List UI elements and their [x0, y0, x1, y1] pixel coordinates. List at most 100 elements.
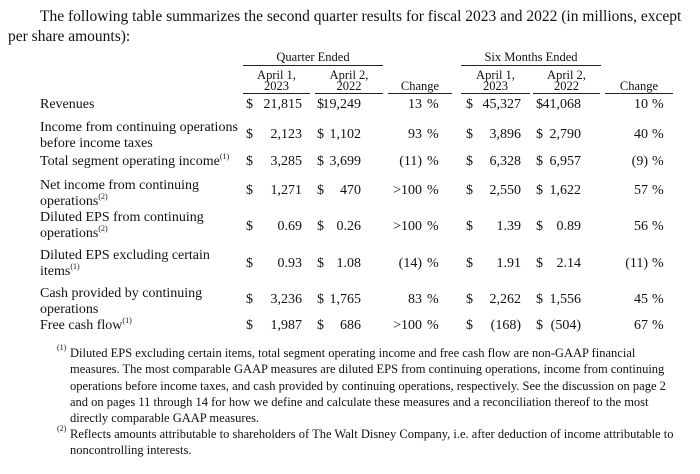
- quarter-2023-value: 1,987: [270, 318, 303, 333]
- currency-symbol: $: [246, 256, 253, 271]
- header-s-change: Change: [619, 79, 659, 93]
- currency-symbol: $: [246, 97, 253, 112]
- percent-sign: %: [427, 127, 439, 142]
- currency-symbol: $: [246, 318, 253, 333]
- row-label: Diluted EPS excluding certain items(1): [40, 248, 210, 279]
- row-label: Net income from continuing operations(2): [40, 178, 200, 209]
- quarter-2023-value: 3,236: [270, 292, 303, 307]
- quarter-2022-value: 3,699: [329, 154, 362, 169]
- currency-symbol: $: [317, 183, 324, 198]
- percent-sign: %: [427, 154, 439, 169]
- currency-symbol: $: [466, 318, 473, 333]
- percent-sign: %: [427, 183, 439, 198]
- six-months-change-value: 10: [634, 97, 648, 112]
- quarter-2022-value: 1,102: [329, 127, 362, 142]
- footnote-1: Diluted EPS excluding certain items, tot…: [70, 346, 666, 426]
- quarter-change-value: >100: [393, 183, 422, 198]
- currency-symbol: $: [466, 183, 473, 198]
- six-months-change-value: (11): [625, 256, 648, 271]
- currency-symbol: $: [317, 127, 324, 142]
- six-months-change-value: 57: [634, 183, 648, 198]
- six-months-2022-value: 0.89: [556, 219, 582, 234]
- quarter-change-value: 83: [408, 292, 422, 307]
- footnote-2: Reflects amounts attributable to shareho…: [70, 427, 674, 458]
- percent-sign: %: [652, 183, 664, 198]
- currency-symbol: $: [317, 154, 324, 169]
- quarter-2023-value: 3,285: [270, 154, 303, 169]
- six-months-change-value: 40: [634, 127, 648, 142]
- currency-symbol: $: [536, 97, 543, 112]
- column-rule: [315, 93, 383, 94]
- column-rule: [605, 93, 673, 94]
- currency-symbol: $: [536, 154, 543, 169]
- currency-symbol: $: [536, 318, 543, 333]
- six-months-2023-value: 3,896: [489, 127, 522, 142]
- currency-symbol: $: [246, 292, 253, 307]
- quarter-2022-value: 470: [340, 183, 361, 198]
- six-months-change-value: (9): [631, 154, 648, 169]
- six-months-2023-value: 45,327: [482, 97, 522, 112]
- percent-sign: %: [652, 97, 664, 112]
- header-s-2022: April 2, 2022: [547, 68, 586, 93]
- row-label: Income from continuing operations before …: [40, 120, 238, 151]
- quarter-change-value: (11): [399, 154, 422, 169]
- header-s-2023: April 1, 2023: [476, 68, 515, 93]
- currency-symbol: $: [466, 256, 473, 271]
- currency-symbol: $: [246, 183, 253, 198]
- six-months-change-value: 56: [634, 219, 648, 234]
- currency-symbol: $: [246, 219, 253, 234]
- percent-sign: %: [427, 97, 439, 112]
- currency-symbol: $: [466, 127, 473, 142]
- quarter-2023-value: 1,271: [270, 183, 303, 198]
- six-months-2023-value: 1.39: [496, 219, 522, 234]
- currency-symbol: $: [317, 292, 324, 307]
- column-rule: [388, 93, 452, 94]
- percent-sign: %: [427, 318, 439, 333]
- footnote-2-mark: (2): [57, 424, 67, 433]
- quarter-change-value: >100: [393, 219, 422, 234]
- column-rule: [243, 93, 310, 94]
- row-label: Diluted EPS from continuing operations(2): [40, 210, 204, 241]
- quarter-2022-value: 19,249: [322, 97, 362, 112]
- percent-sign: %: [427, 292, 439, 307]
- currency-symbol: $: [317, 97, 324, 112]
- header-q-change: Change: [400, 79, 440, 93]
- six-months-2022-value: 1,556: [549, 292, 582, 307]
- header-six-months-ended: Six Months Ended: [484, 50, 578, 64]
- currency-symbol: $: [246, 127, 253, 142]
- six-months-change-value: 45: [634, 292, 648, 307]
- currency-symbol: $: [536, 127, 543, 142]
- quarter-change-value: >100: [393, 318, 422, 333]
- quarter-2023-value: 21,815: [263, 97, 303, 112]
- quarter-change-value: 93: [408, 127, 422, 142]
- header-quarter-ended: Quarter Ended: [276, 50, 350, 64]
- row-label: Total segment operating income(1): [40, 152, 230, 170]
- currency-symbol: $: [466, 97, 473, 112]
- percent-sign: %: [652, 219, 664, 234]
- six-months-2022-value: 6,957: [549, 154, 582, 169]
- percent-sign: %: [427, 256, 439, 271]
- row-label: Free cash flow(1): [40, 316, 132, 334]
- percent-sign: %: [652, 154, 664, 169]
- percent-sign: %: [652, 127, 664, 142]
- currency-symbol: $: [317, 318, 324, 333]
- six-months-2022-value: 1,622: [549, 183, 582, 198]
- six-months-2023-value: 2,550: [489, 183, 522, 198]
- header-q-2022: April 2, 2022: [329, 68, 369, 93]
- currency-symbol: $: [317, 219, 324, 234]
- six-months-2022-value: 2.14: [556, 256, 582, 271]
- currency-symbol: $: [466, 292, 473, 307]
- column-rule: [461, 93, 530, 94]
- quarter-2023-value: 0.69: [277, 219, 303, 234]
- quarter-2023-value: 2,123: [270, 127, 303, 142]
- column-rule: [533, 93, 600, 94]
- six-months-change-value: 67: [634, 318, 648, 333]
- footnote-1-mark: (1): [57, 343, 67, 352]
- intro-paragraph: The following table summarizes the secon…: [8, 8, 682, 45]
- header-q-2023: April 1, 2023: [257, 68, 296, 93]
- currency-symbol: $: [246, 154, 253, 169]
- six-months-2023-value: (168): [490, 318, 521, 333]
- header-rule: [243, 65, 383, 66]
- currency-symbol: $: [536, 256, 543, 271]
